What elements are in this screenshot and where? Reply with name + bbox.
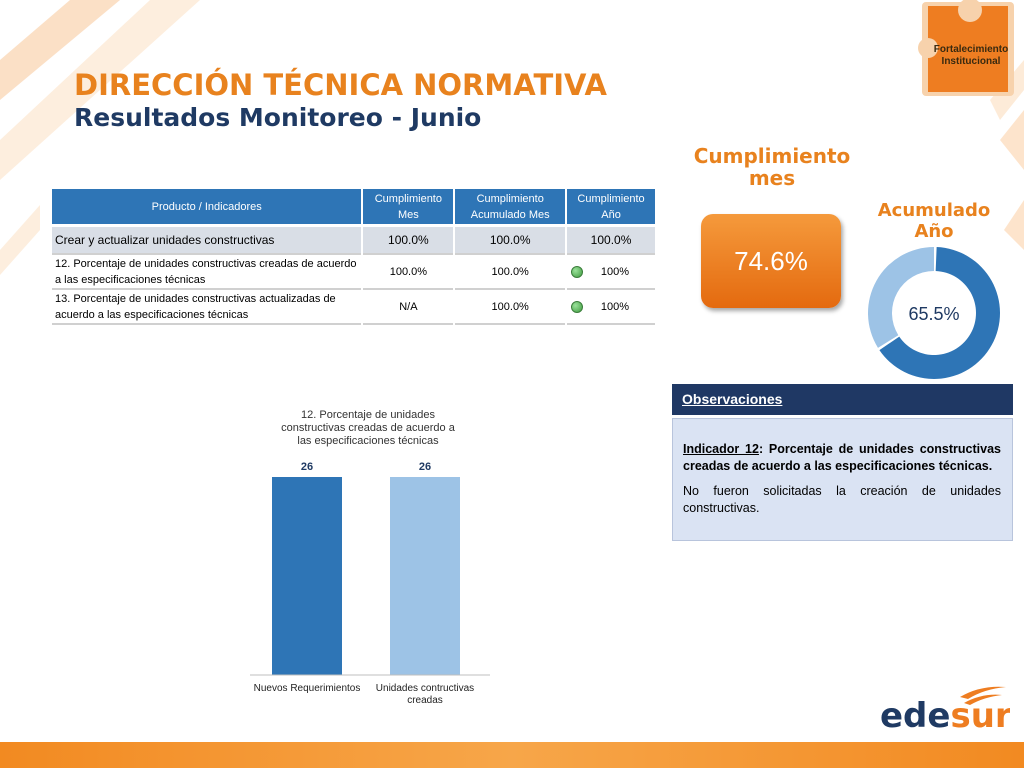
category-label: Nuevos Requerimientos xyxy=(254,683,361,694)
bar-value-label: 26 xyxy=(419,461,431,473)
table-row: 12. Porcentaje de unidades constructivas… xyxy=(52,255,655,290)
header-anio: Cumplimiento Año xyxy=(567,189,655,227)
puzzle-badge-icon xyxy=(918,0,1014,96)
header-product: Producto / Indicadores xyxy=(52,189,362,227)
observation-note: No fueron solicitadas la creación de uni… xyxy=(683,484,1001,515)
kpi-mes-label: Cumplimiento mes xyxy=(686,145,858,189)
bar xyxy=(272,477,342,675)
donut-slice xyxy=(879,247,1000,379)
row-anio: 100% xyxy=(600,300,629,313)
badge-line-2: Institucional xyxy=(941,56,1001,67)
chart-title-line: 12. Porcentaje de unidades xyxy=(301,409,435,421)
header-mes: Cumplimiento Mes xyxy=(363,189,454,227)
badge-line-1: Fortalecimiento xyxy=(933,44,1009,55)
group-anio: 100.0% xyxy=(567,227,655,255)
donut-center-label: 65.5% xyxy=(908,304,959,324)
table-group-row: Crear y actualizar unidades constructiva… xyxy=(52,227,655,255)
row-mes: N/A xyxy=(363,290,454,325)
row-name: 13. Porcentaje de unidades constructivas… xyxy=(52,290,362,325)
observations-body: Indicador 12: Porcentaje de unidades con… xyxy=(672,418,1013,541)
row-name: 12. Porcentaje de unidades constructivas… xyxy=(52,255,362,290)
observation-indicator-label: Indicador 12 xyxy=(683,442,759,456)
footer-bar xyxy=(0,742,1024,768)
chart-title-line: las especificaciones técnicas xyxy=(297,435,439,447)
edesur-logo: edesur xyxy=(880,686,1010,733)
kpi-anio-label-line-2: Año xyxy=(914,221,954,242)
table-row: 13. Porcentaje de unidades constructivas… xyxy=(52,290,655,325)
observation-indicator-text: : Porcentaje de unidades constructivas c… xyxy=(683,442,1001,473)
group-name: Crear y actualizar unidades constructiva… xyxy=(52,227,362,255)
row-anio-cell: 100% xyxy=(567,255,655,290)
kpi-mes-value: 74.6% xyxy=(701,214,841,308)
indicator-table: Producto / Indicadores Cumplimiento Mes … xyxy=(50,189,657,325)
donut-slice xyxy=(868,247,934,348)
kpi-mes-label-line-2: mes xyxy=(748,166,796,190)
kpi-mes-label-line-1: Cumplimiento xyxy=(693,144,851,168)
badge-label: Fortalecimiento Institucional xyxy=(928,44,1014,68)
header-acumulado: Cumplimiento Acumulado Mes xyxy=(455,189,566,227)
row-acumulado: 100.0% xyxy=(455,255,566,290)
status-dot-icon xyxy=(570,300,583,313)
observations-heading: Observaciones xyxy=(672,384,1013,415)
bar-value-label: 26 xyxy=(301,461,313,473)
page-subtitle: Resultados Monitoreo - Junio xyxy=(74,103,482,132)
row-anio: 100% xyxy=(600,265,629,278)
group-mes: 100.0% xyxy=(363,227,454,255)
donut-chart: 65.5% xyxy=(868,247,1000,379)
svg-text:edesur: edesur xyxy=(880,696,1010,733)
bar xyxy=(390,477,460,675)
bar-chart: 12. Porcentaje de unidadesconstructivas … xyxy=(250,409,490,706)
category-label: Unidades contructivas xyxy=(376,683,474,694)
row-mes: 100.0% xyxy=(363,255,454,290)
status-dot-icon xyxy=(570,265,583,278)
row-acumulado: 100.0% xyxy=(455,290,566,325)
row-anio-cell: 100% xyxy=(567,290,655,325)
category-label: creadas xyxy=(407,695,443,706)
group-acumulado: 100.0% xyxy=(455,227,566,255)
kpi-anio-label-line-1: Acumulado xyxy=(877,200,991,221)
page-title: DIRECCIÓN TÉCNICA NORMATIVA xyxy=(74,68,607,102)
chart-title-line: constructivas creadas de acuerdo a xyxy=(281,422,456,434)
kpi-anio-label: Acumulado Año xyxy=(862,200,1006,242)
